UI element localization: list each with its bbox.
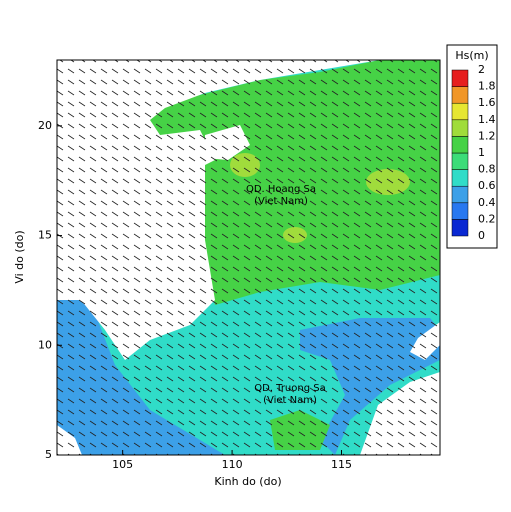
plot-frame <box>56 59 441 456</box>
wave-direction-arrows <box>57 60 440 455</box>
colorbar-tick-label: 1.8 <box>478 80 496 93</box>
colorbar-tick-label: 1.2 <box>478 129 496 142</box>
colorbar-cell <box>451 185 469 204</box>
annotation: QD. Truong Sa <box>254 383 325 394</box>
annotation: QD. Hoang Sa <box>246 184 316 195</box>
colorbar-tick-label: 0.8 <box>478 163 496 176</box>
x-tick-label: 115 <box>331 458 352 471</box>
colorbar-tick-label: 0.6 <box>478 179 496 192</box>
colorbar-tick-label: 0.2 <box>478 212 496 225</box>
annotation: (Viet Nam) <box>254 196 308 207</box>
colorbar-cell <box>451 86 469 104</box>
colorbar-tick-label: 1.6 <box>478 96 496 109</box>
colorbar-title: Hs(m) <box>455 49 488 62</box>
y-tick-label: 10 <box>38 338 52 351</box>
colorbar-cell <box>451 219 469 237</box>
colorbar-cell <box>451 169 469 187</box>
map-field <box>57 60 440 455</box>
colorbar-cell <box>451 69 469 87</box>
x-tick-label: 110 <box>222 458 243 471</box>
y-tick-label: 15 <box>38 229 52 242</box>
colorbar-cell <box>451 152 469 170</box>
colorbar-cell <box>451 119 469 137</box>
colorbar-tick-label: 0.4 <box>478 196 496 209</box>
colorbar-cell <box>451 102 469 121</box>
colorbar-tick-label: 2 <box>478 63 485 76</box>
annotation: (Viet Nam) <box>263 395 317 406</box>
colorbar-cell <box>451 136 469 154</box>
y-tick-label: 20 <box>38 119 52 132</box>
x-tick-label: 105 <box>112 458 133 471</box>
y-tick-label: 5 <box>45 448 52 461</box>
x-axis-label: Kinh do (do) <box>214 475 281 488</box>
colorbar-cell <box>451 202 469 220</box>
y-axis-label: Vi do (do) <box>13 230 26 283</box>
colorbar-tick-label: 0 <box>478 229 485 242</box>
colorbar-tick-label: 1 <box>478 146 485 159</box>
colorbar-tick-label: 1.4 <box>478 113 496 126</box>
